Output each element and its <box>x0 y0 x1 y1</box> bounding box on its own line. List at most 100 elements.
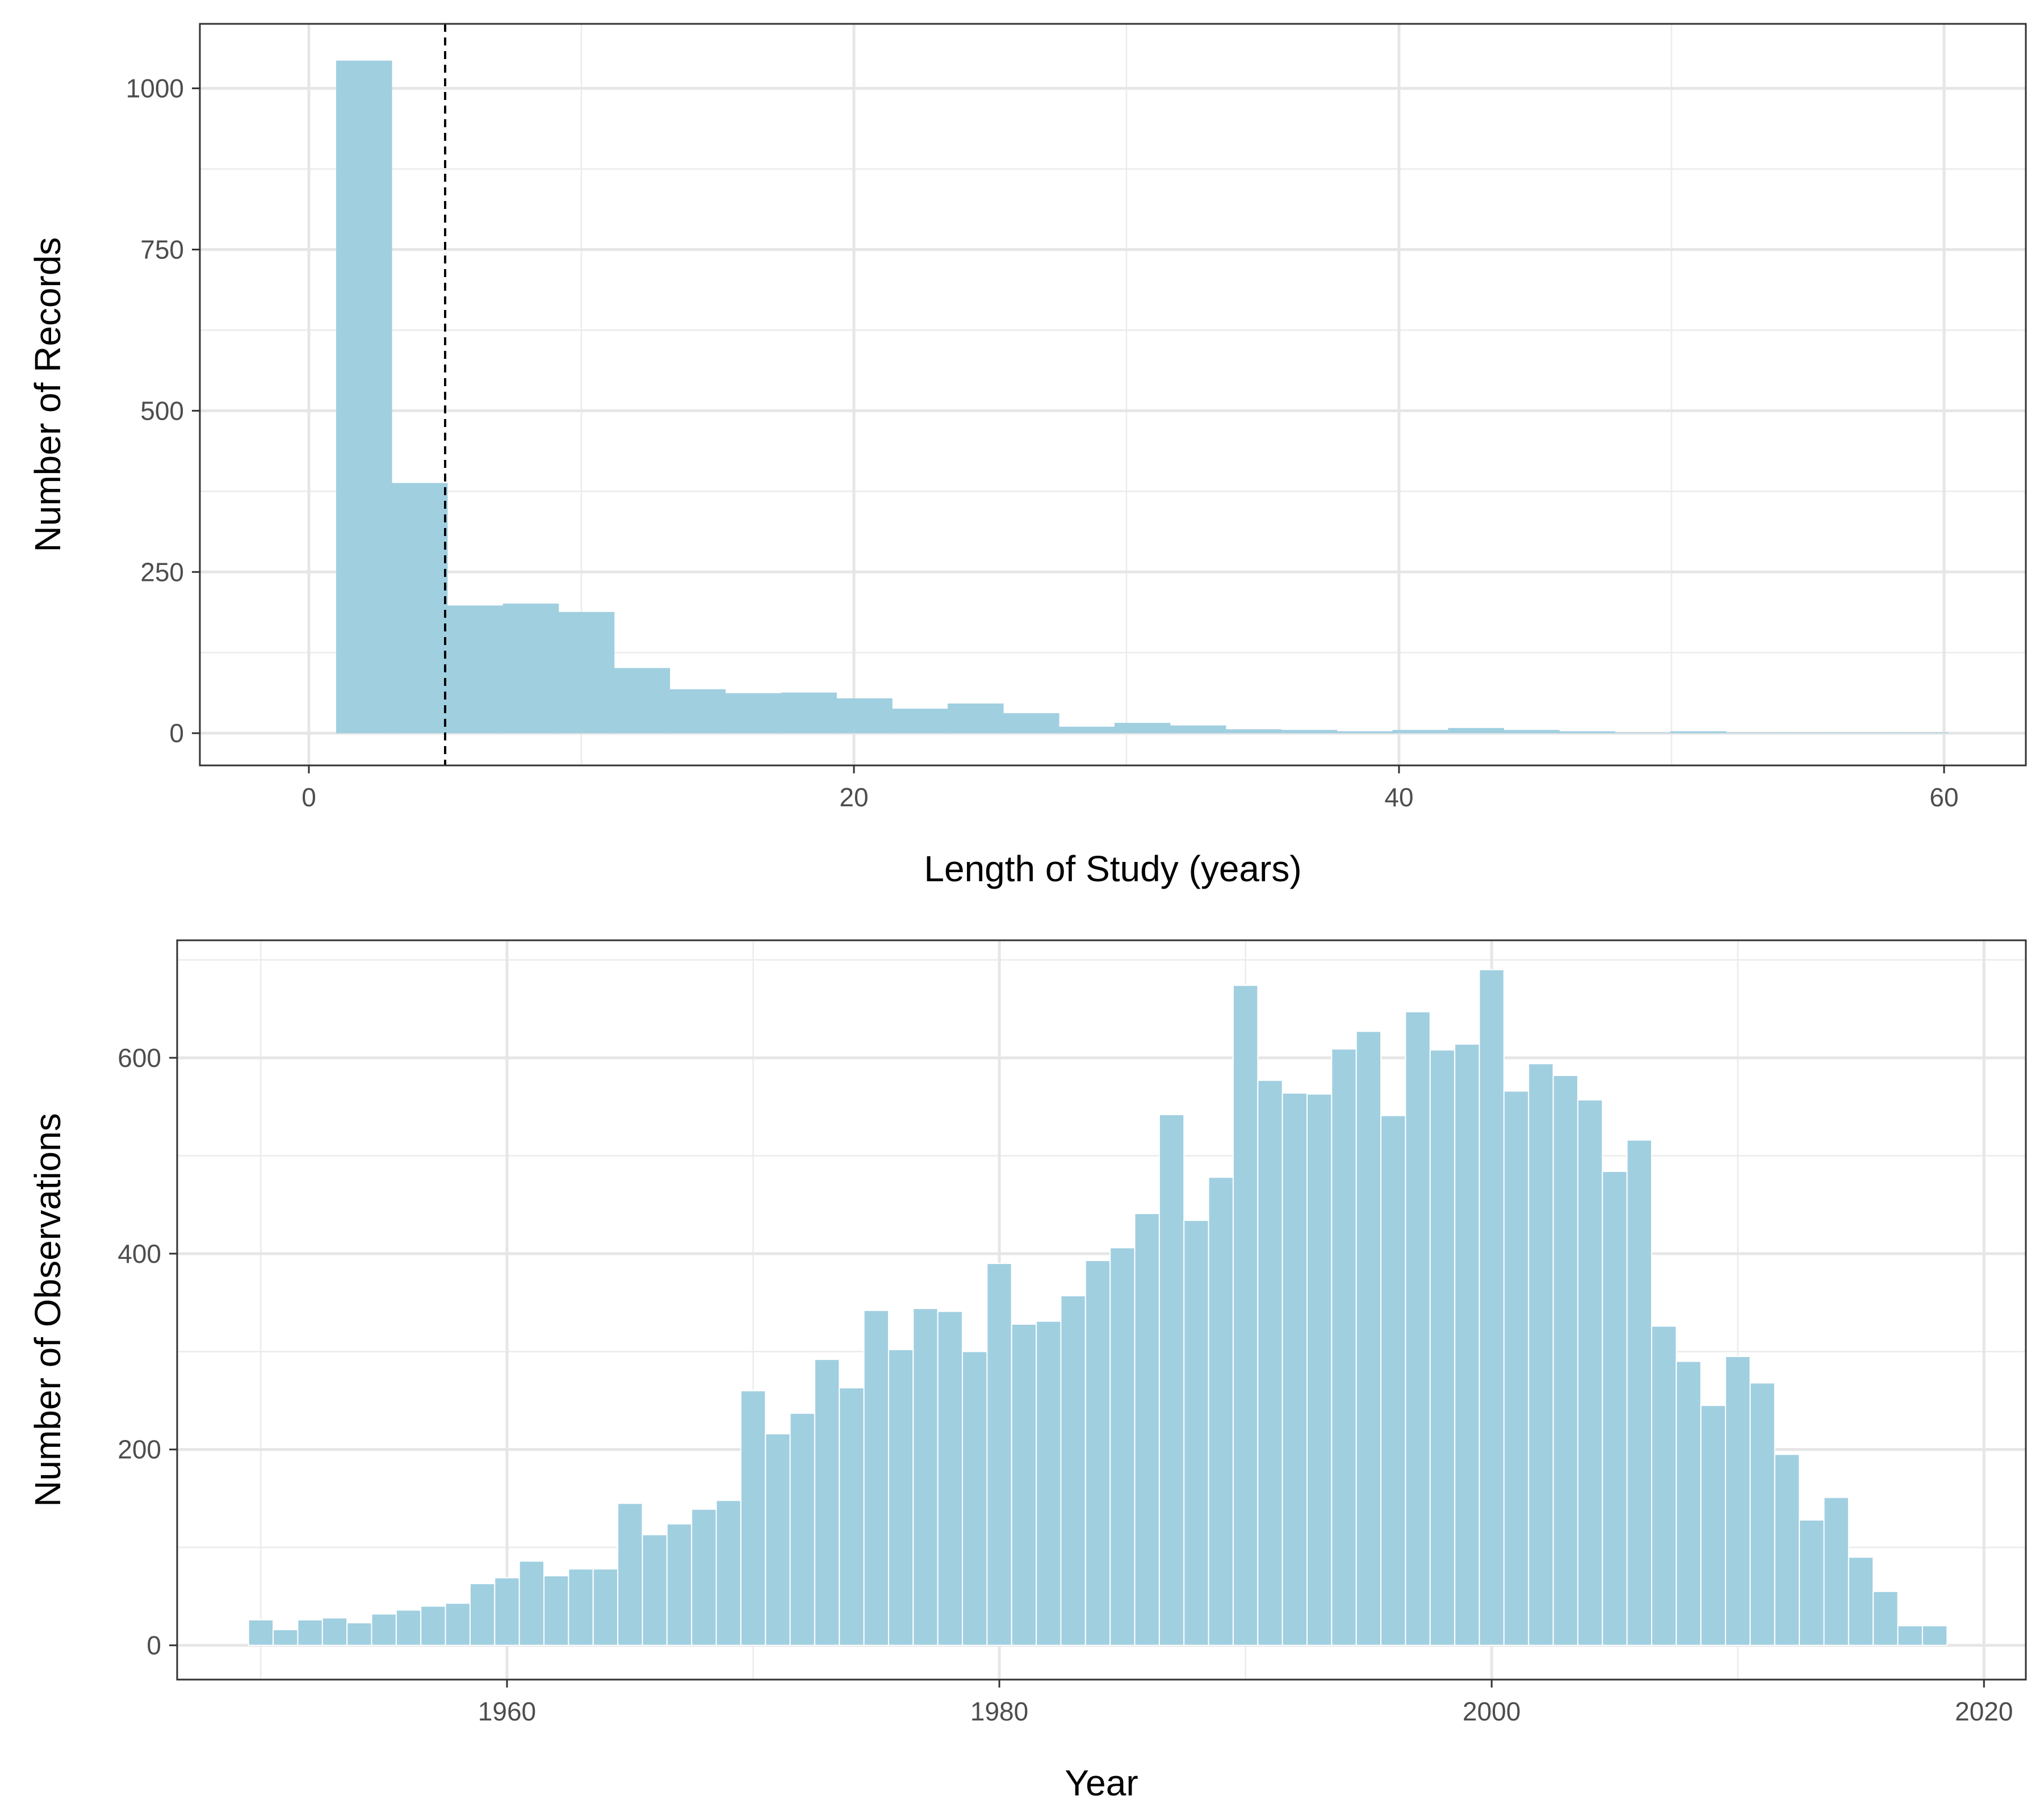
year-bar <box>1232 985 1259 1646</box>
histogram-bar <box>1781 732 1838 734</box>
year-bar <box>297 1619 323 1646</box>
histogram-bar <box>1392 730 1448 734</box>
year-bar <box>1109 1247 1136 1646</box>
y-tick-label: 600 <box>118 1043 161 1073</box>
year-bar <box>518 1560 544 1646</box>
year-bar <box>617 1502 643 1646</box>
histogram-bar <box>1448 728 1504 734</box>
year-bar <box>1084 1259 1111 1646</box>
histogram-bar <box>1114 723 1171 734</box>
histogram-bar <box>1559 731 1615 734</box>
year-bar <box>1774 1454 1800 1646</box>
year-bar <box>715 1500 742 1646</box>
year-bar <box>1749 1382 1775 1646</box>
year-bar <box>1921 1625 1948 1646</box>
y-tick-label: 1000 <box>126 74 184 103</box>
year-bar <box>1676 1360 1702 1646</box>
histogram-bar <box>1281 730 1338 734</box>
year-bar <box>1651 1325 1677 1646</box>
year-bar <box>1036 1320 1062 1646</box>
year-bar <box>740 1390 767 1646</box>
y-tick-label: 0 <box>146 1631 161 1660</box>
year-bar <box>1158 1113 1185 1646</box>
x-tick-label: 40 <box>1384 782 1413 812</box>
year-bar <box>395 1609 422 1646</box>
y-tick-label: 500 <box>140 396 184 425</box>
observations-by-year-panel: 1960 1980 2000 2020 0 200 400 600 Year Number of … <box>27 939 2027 1803</box>
histogram-bar <box>1058 726 1115 734</box>
year-bar <box>543 1575 569 1646</box>
y-tick-label: 200 <box>118 1435 161 1464</box>
y-axis-title: Number of Observations <box>27 1113 68 1507</box>
histogram-bar <box>1892 732 1949 734</box>
year-bar <box>1700 1405 1727 1646</box>
histogram-bar <box>1503 730 1560 734</box>
year-bar <box>445 1602 471 1646</box>
year-bar <box>1602 1170 1628 1646</box>
histogram-bar <box>669 689 726 734</box>
year-bar <box>248 1619 274 1646</box>
histogram-bar <box>836 698 893 734</box>
y-tick-label: 400 <box>118 1239 161 1268</box>
histogram-bar <box>1615 732 1671 734</box>
year-bar <box>346 1622 372 1646</box>
histogram-bar <box>1225 729 1282 734</box>
x-tick-label: 20 <box>839 782 868 812</box>
year-bar <box>592 1568 619 1646</box>
histogram-bar <box>1170 725 1226 734</box>
year-bar <box>642 1534 668 1646</box>
year-bar <box>1306 1093 1333 1646</box>
year-bar <box>839 1387 865 1646</box>
year-bar <box>1281 1092 1308 1646</box>
year-bar <box>1799 1519 1825 1646</box>
histogram-bar <box>892 709 948 734</box>
year-bar <box>1577 1099 1603 1646</box>
histogram-bar <box>502 603 559 734</box>
panel-border <box>199 23 2027 767</box>
histogram-bar <box>781 692 837 734</box>
year-bar <box>814 1359 840 1646</box>
year-bar <box>1848 1556 1874 1646</box>
x-tick-label: 2000 <box>1463 1697 1521 1726</box>
year-bar <box>1355 1031 1382 1646</box>
year-bar <box>1405 1011 1431 1646</box>
x-tick-label: 0 <box>301 782 316 812</box>
year-bar <box>765 1433 791 1646</box>
year-bar <box>691 1508 717 1646</box>
year-bar <box>1208 1177 1234 1646</box>
histogram-bar <box>1003 713 1059 734</box>
x-tick-label: 60 <box>1929 782 1958 812</box>
year-bar <box>666 1523 693 1646</box>
histogram-bar <box>1670 731 1727 734</box>
histogram-bar <box>558 612 615 734</box>
year-bar <box>568 1568 594 1646</box>
y-tick-label: 0 <box>169 718 184 748</box>
y-tick-label: 750 <box>140 235 184 264</box>
length-of-study-histogram-panel: 0 20 40 60 0 250 500 750 1000 Length of Study (ye… <box>27 23 2027 889</box>
histogram-bar <box>1837 732 1894 734</box>
y-axis-title: Number of Records <box>27 237 68 552</box>
year-bar <box>371 1613 397 1646</box>
histogram-bar <box>391 483 448 734</box>
year-bar <box>937 1311 964 1646</box>
year-bar <box>1478 969 1505 1646</box>
year-bar <box>863 1309 889 1646</box>
year-bar <box>1528 1063 1554 1646</box>
panel-border <box>176 939 2027 1681</box>
year-bar <box>912 1308 939 1646</box>
year-bar <box>469 1582 496 1646</box>
year-bar <box>1060 1295 1086 1646</box>
year-bar <box>321 1617 348 1646</box>
x-tick-label: 2020 <box>1955 1697 2013 1726</box>
year-bar <box>1380 1115 1406 1646</box>
x-tick-label: 1960 <box>478 1697 536 1726</box>
year-bar <box>1897 1625 1923 1646</box>
x-axis-title: Year <box>1065 1762 1138 1803</box>
year-bar <box>1331 1048 1357 1646</box>
x-axis-title: Length of Study (years) <box>924 848 1301 889</box>
year-bar <box>420 1605 446 1646</box>
histogram-bar <box>447 605 504 734</box>
year-bar <box>1183 1220 1209 1646</box>
histogram-bar <box>948 703 1004 734</box>
